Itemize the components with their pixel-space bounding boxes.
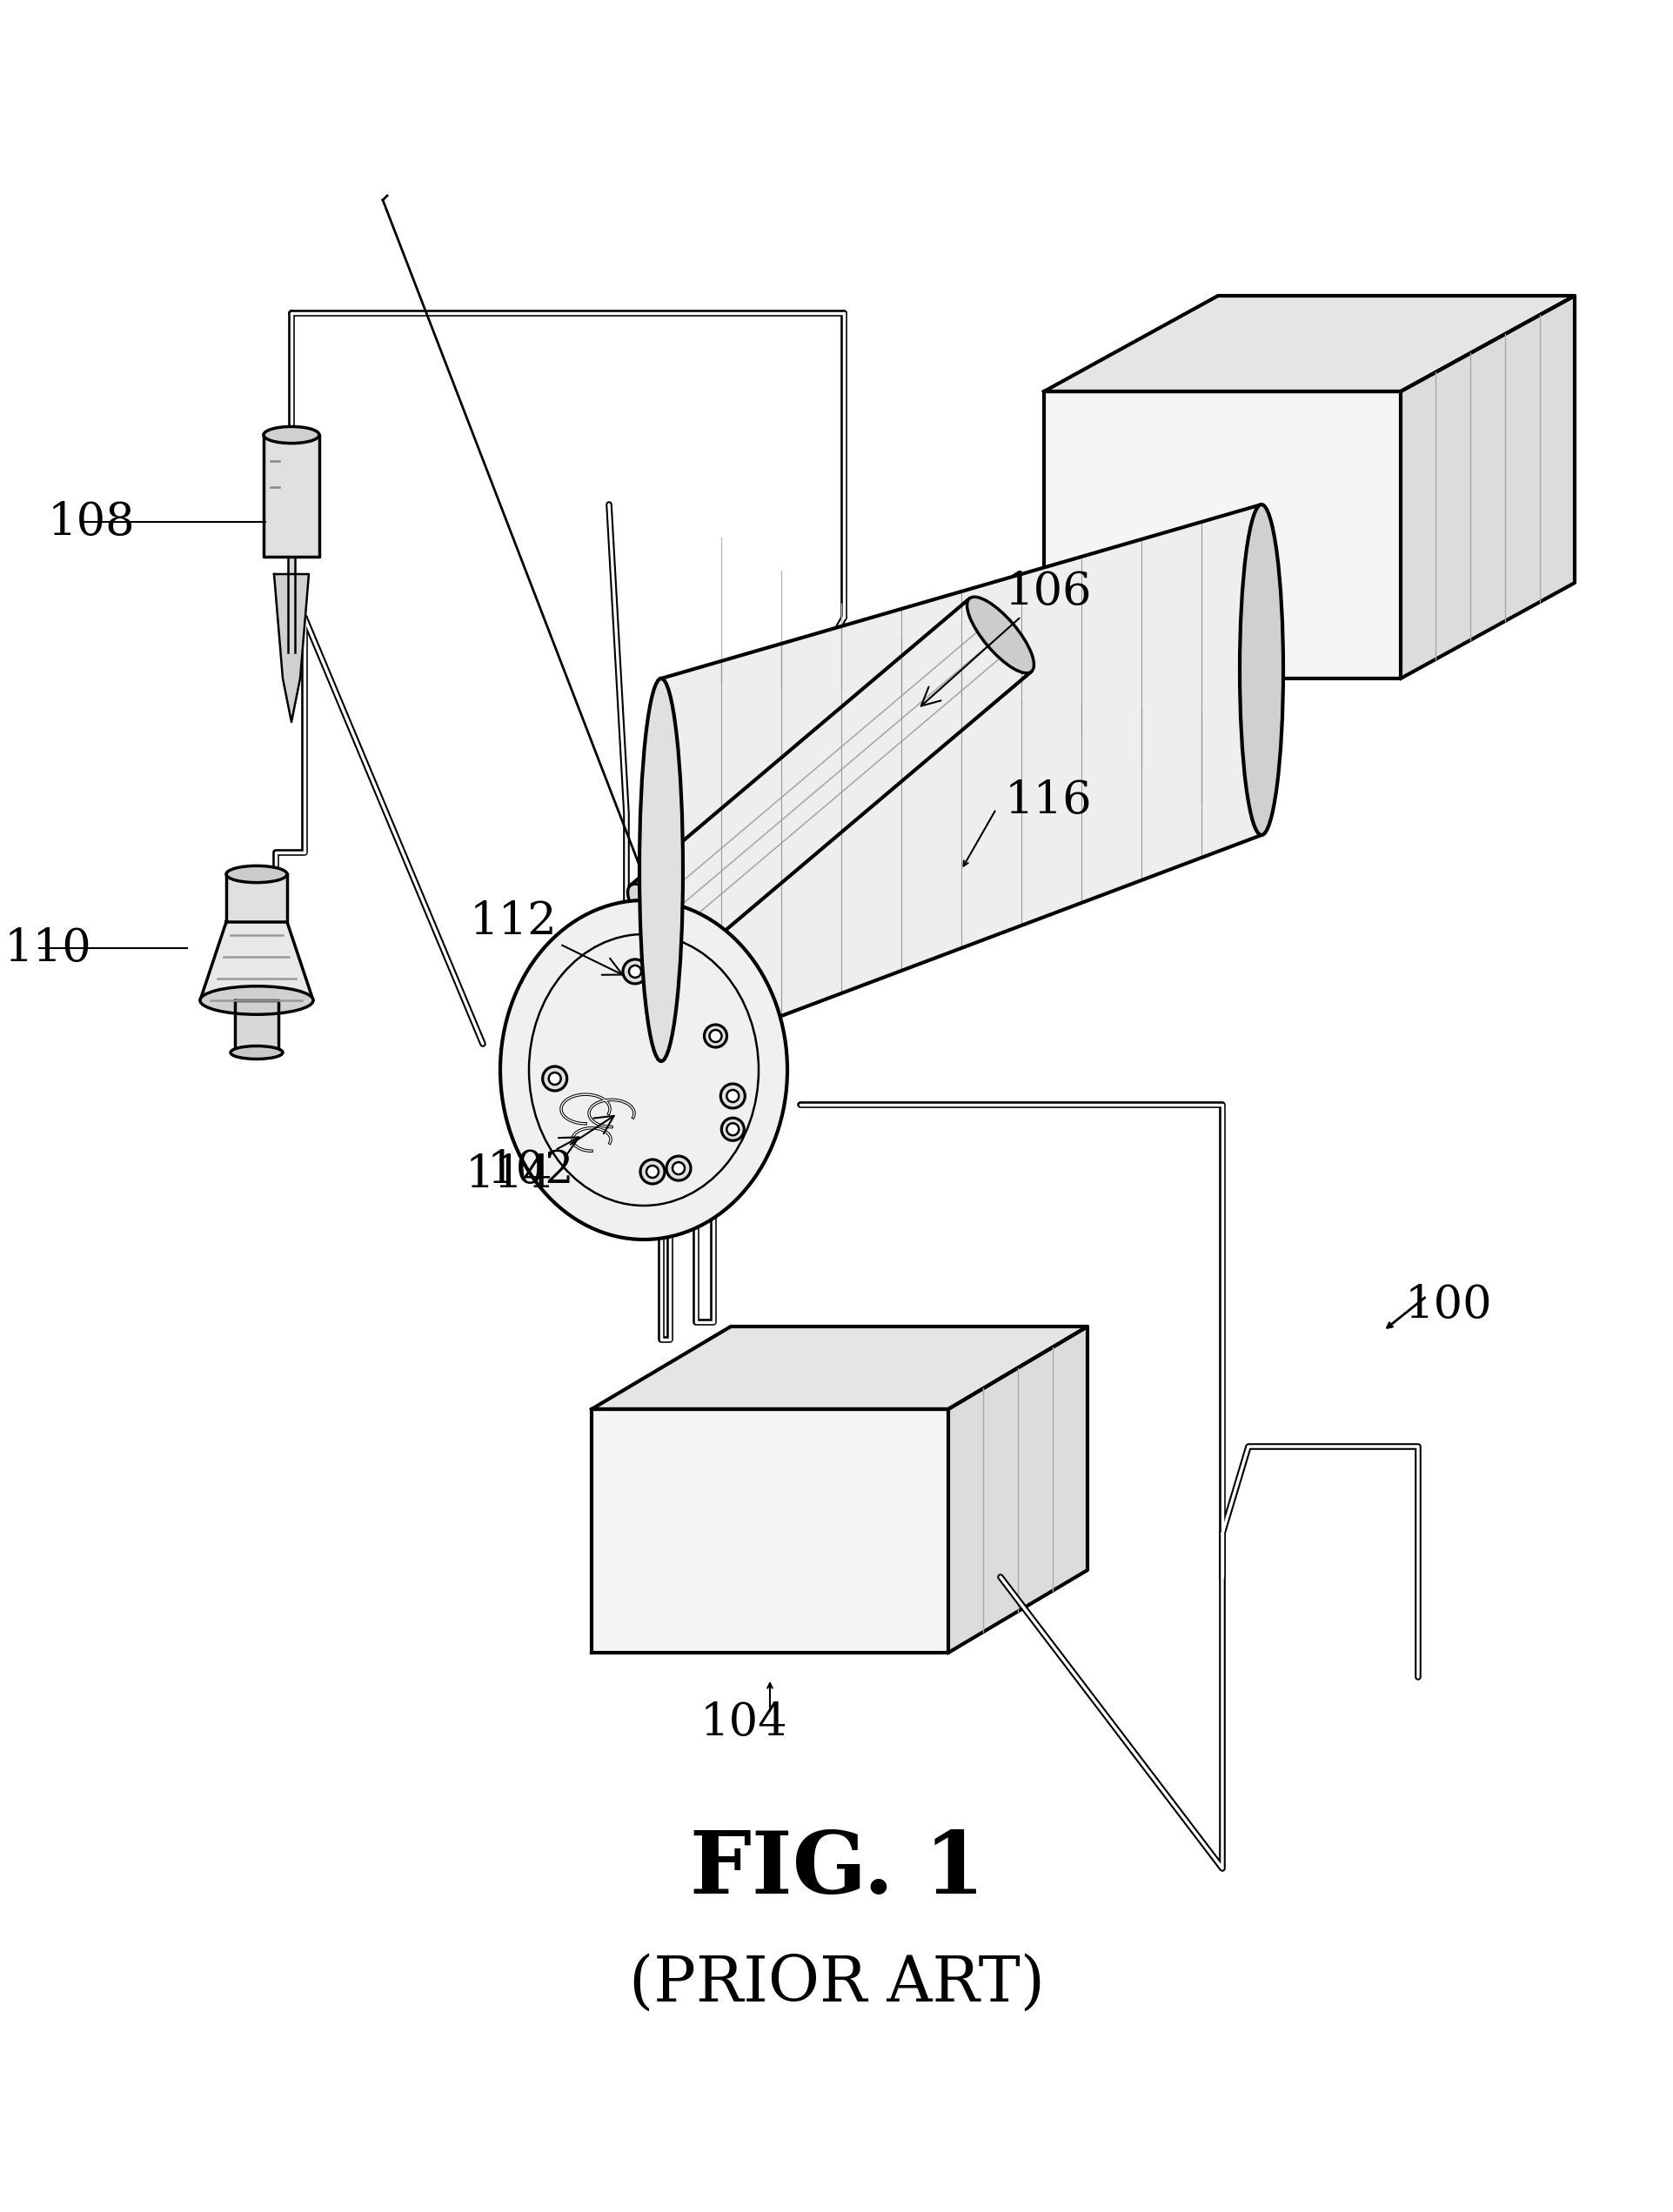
Text: 114: 114 — [465, 1137, 579, 1197]
Text: 116: 116 — [1004, 779, 1092, 823]
Polygon shape — [201, 922, 313, 1000]
Circle shape — [721, 1117, 744, 1141]
Text: 108: 108 — [49, 500, 136, 544]
Circle shape — [704, 1024, 726, 1046]
Ellipse shape — [263, 427, 320, 442]
Circle shape — [641, 1159, 664, 1183]
Text: 106: 106 — [920, 571, 1092, 706]
Polygon shape — [274, 575, 310, 721]
Circle shape — [646, 1166, 657, 1177]
Polygon shape — [288, 557, 294, 653]
Polygon shape — [591, 1409, 949, 1652]
Polygon shape — [1400, 296, 1574, 679]
Polygon shape — [1044, 392, 1400, 679]
Circle shape — [673, 1161, 684, 1175]
Ellipse shape — [231, 1046, 283, 1060]
Text: 110: 110 — [5, 927, 92, 971]
Text: 112: 112 — [470, 900, 622, 975]
Ellipse shape — [627, 885, 694, 960]
Text: FIG. 1: FIG. 1 — [689, 1827, 984, 1913]
Circle shape — [709, 1031, 721, 1042]
Polygon shape — [661, 504, 1261, 1062]
Polygon shape — [631, 599, 1031, 958]
Circle shape — [726, 1091, 738, 1102]
Circle shape — [622, 960, 647, 984]
Circle shape — [629, 964, 641, 978]
Ellipse shape — [201, 987, 313, 1015]
Circle shape — [721, 1084, 744, 1108]
Circle shape — [726, 1124, 738, 1135]
Text: 102: 102 — [487, 1115, 614, 1192]
Circle shape — [659, 958, 671, 971]
Ellipse shape — [967, 597, 1034, 672]
Polygon shape — [226, 874, 288, 922]
Ellipse shape — [226, 865, 288, 883]
Polygon shape — [949, 1327, 1087, 1652]
Ellipse shape — [1240, 504, 1283, 836]
Circle shape — [542, 1066, 567, 1091]
Text: 100: 100 — [1404, 1283, 1492, 1327]
Text: (PRIOR ART): (PRIOR ART) — [629, 1953, 1044, 2013]
Circle shape — [652, 953, 678, 978]
Polygon shape — [234, 1000, 278, 1053]
Polygon shape — [263, 436, 320, 557]
Polygon shape — [591, 1327, 1087, 1409]
Ellipse shape — [639, 679, 683, 1062]
Text: 104: 104 — [699, 1701, 788, 1745]
Ellipse shape — [500, 900, 786, 1239]
Circle shape — [549, 1073, 560, 1084]
Circle shape — [666, 1157, 691, 1181]
Polygon shape — [1044, 296, 1574, 392]
